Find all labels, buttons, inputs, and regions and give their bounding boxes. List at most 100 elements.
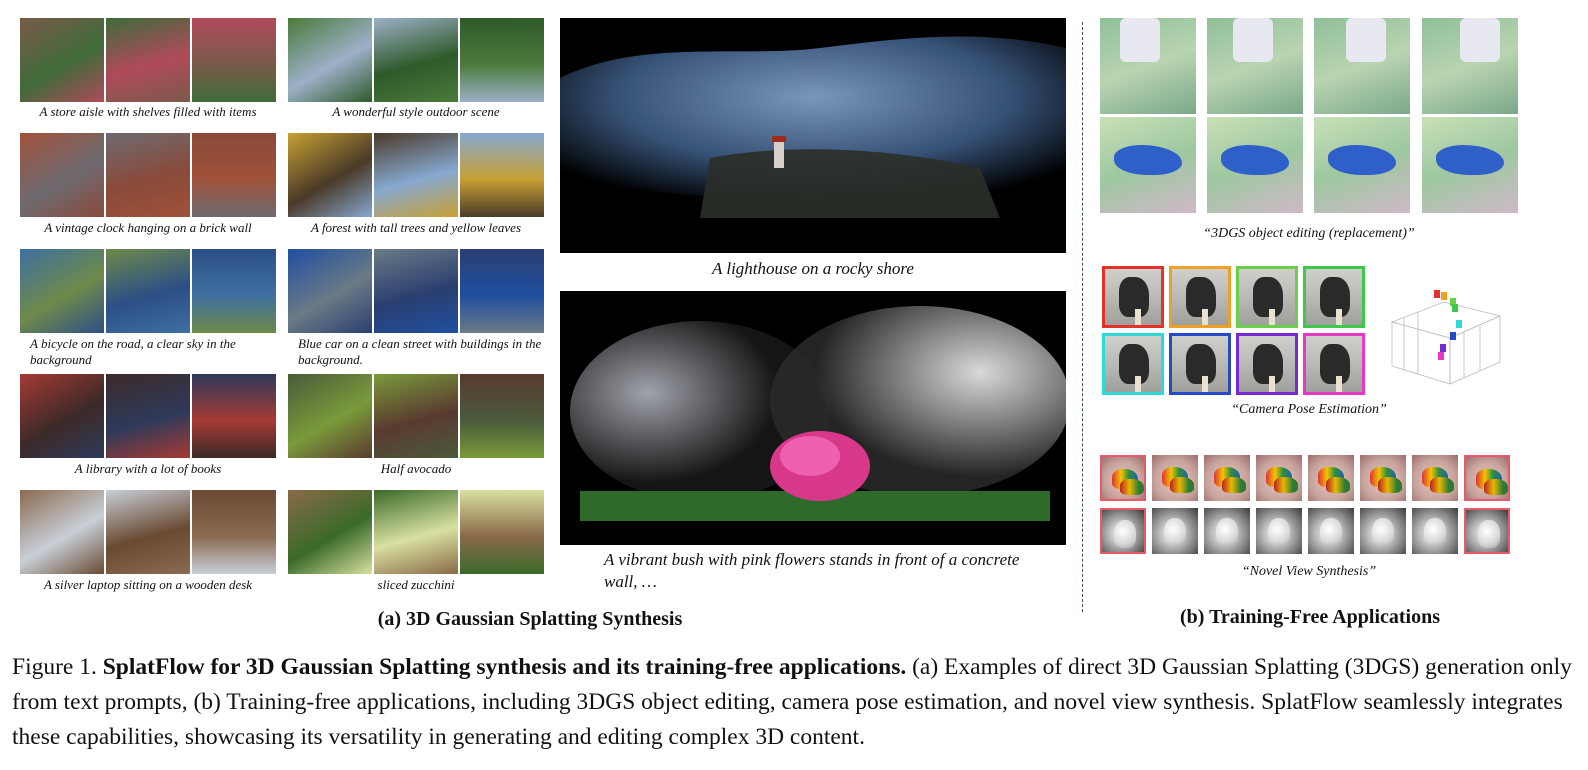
pose-view-frame xyxy=(1169,333,1231,395)
stand-object xyxy=(1202,309,1208,325)
thumbnail-row xyxy=(288,490,544,574)
jacket-object xyxy=(1253,277,1283,317)
stand-object xyxy=(1269,376,1275,392)
view-thumbnail xyxy=(288,133,372,217)
stand-object xyxy=(1336,309,1342,325)
view-thumbnail xyxy=(460,374,544,458)
toy-plane-object xyxy=(1221,145,1289,175)
shoe-object xyxy=(1274,477,1298,493)
panel-divider xyxy=(1082,22,1083,612)
bush-splat-graphic xyxy=(570,306,1066,521)
editing-replaced-view xyxy=(1100,117,1196,213)
nvs-rgb-view xyxy=(1308,455,1354,501)
pose-view-frame xyxy=(1102,333,1164,395)
depth-shape xyxy=(1114,520,1136,548)
figure-caption-title: SplatFlow for 3D Gaussian Splatting synt… xyxy=(102,654,907,680)
toy-plane-object xyxy=(1328,145,1396,175)
depth-shape xyxy=(1372,518,1394,546)
box-object xyxy=(1460,18,1500,62)
view-thumbnail xyxy=(374,490,458,574)
thumbnail-caption: A wonderful style outdoor scene xyxy=(332,104,500,119)
editing-source-view xyxy=(1100,18,1196,114)
editing-source-view xyxy=(1422,18,1518,114)
view-thumbnail xyxy=(20,490,104,574)
nvs-depth-view xyxy=(1256,508,1302,554)
figure-caption-body: (a) Examples of direct 3D Gaussian Splat… xyxy=(12,654,1572,750)
lighthouse-splat-image xyxy=(560,18,1066,253)
nvs-rgb-view xyxy=(1100,455,1146,501)
view-thumbnail xyxy=(192,133,276,217)
thumbnail-row xyxy=(288,18,544,102)
nvs-depth-view xyxy=(1308,508,1354,554)
pose-view-frame xyxy=(1236,333,1298,395)
thumbnail-row xyxy=(288,374,544,458)
box-object xyxy=(1120,18,1160,62)
thumbnail-row xyxy=(288,133,544,217)
view-thumbnail xyxy=(20,374,104,458)
thumbnail-row xyxy=(20,18,276,102)
thumbnail-row xyxy=(20,490,276,574)
stand-object xyxy=(1135,376,1141,392)
thumbnail-caption: A library with a lot of books xyxy=(74,461,222,476)
depth-shape xyxy=(1320,518,1342,546)
pose-view-frame xyxy=(1102,266,1164,328)
shoe-object xyxy=(1170,477,1194,493)
shoe-object xyxy=(1120,479,1144,495)
depth-shape xyxy=(1164,518,1186,546)
view-thumbnail xyxy=(460,133,544,217)
bush-splat-image xyxy=(560,291,1066,545)
jacket-object xyxy=(1253,344,1283,384)
view-thumbnail xyxy=(20,133,104,217)
shoe-object xyxy=(1430,477,1454,493)
editing-caption: “3DGS object editing (replacement)” xyxy=(1203,226,1415,241)
view-thumbnail xyxy=(374,249,458,333)
view-thumbnail xyxy=(20,18,104,102)
view-thumbnail xyxy=(192,490,276,574)
view-thumbnail xyxy=(374,374,458,458)
jacket-object xyxy=(1320,344,1350,384)
view-thumbnail xyxy=(460,249,544,333)
depth-shape xyxy=(1478,520,1500,548)
view-thumbnail xyxy=(288,18,372,102)
camera-frustum-markers xyxy=(1434,290,1462,360)
bush-caption: A vibrant bush with pink flowers stands … xyxy=(604,550,1020,591)
view-thumbnail xyxy=(288,249,372,333)
stand-object xyxy=(1269,309,1275,325)
view-thumbnail xyxy=(288,490,372,574)
jacket-object xyxy=(1186,344,1216,384)
pose-caption: “Camera Pose Estimation” xyxy=(1231,402,1387,417)
jacket-object xyxy=(1320,277,1350,317)
nvs-rgb-view xyxy=(1464,455,1510,501)
box-object xyxy=(1233,18,1273,62)
camera-pose-3d-plot xyxy=(1390,290,1502,385)
figure-caption: Figure 1. SplatFlow for 3D Gaussian Spla… xyxy=(12,650,1578,755)
editing-replaced-view xyxy=(1422,117,1518,213)
nvs-depth-view xyxy=(1464,508,1510,554)
thumbnail-row xyxy=(20,374,276,458)
lighthouse-splat-graphic xyxy=(560,36,1066,218)
view-thumbnail xyxy=(374,133,458,217)
nvs-rgb-view xyxy=(1152,455,1198,501)
panel-a-subtitle: (a) 3D Gaussian Splatting Synthesis xyxy=(377,608,683,630)
view-thumbnail xyxy=(192,249,276,333)
editing-source-view xyxy=(1314,18,1410,114)
nvs-depth-view xyxy=(1412,508,1458,554)
view-thumbnail xyxy=(20,249,104,333)
thumbnail-caption: A vintage clock hanging on a brick wall xyxy=(44,220,252,235)
depth-shape xyxy=(1424,518,1446,546)
thumbnail-caption: A forest with tall trees and yellow leav… xyxy=(310,220,522,235)
nvs-depth-view xyxy=(1152,508,1198,554)
view-thumbnail xyxy=(374,18,458,102)
nvs-rgb-view xyxy=(1256,455,1302,501)
depth-shape xyxy=(1268,518,1290,546)
view-thumbnail xyxy=(106,490,190,574)
stand-object xyxy=(1336,376,1342,392)
figure-label: Figure 1. xyxy=(12,654,97,680)
thumbnail-caption: A bicycle on the road, a clear sky in th… xyxy=(30,336,236,367)
view-thumbnail xyxy=(106,374,190,458)
thumbnail-caption: Half avocado xyxy=(380,461,452,476)
nvs-rgb-view xyxy=(1360,455,1406,501)
nvs-caption: “Novel View Synthesis” xyxy=(1241,564,1377,579)
thumbnail-caption: Blue car on a clean street with building… xyxy=(298,336,542,367)
thumbnail-row xyxy=(20,133,276,217)
